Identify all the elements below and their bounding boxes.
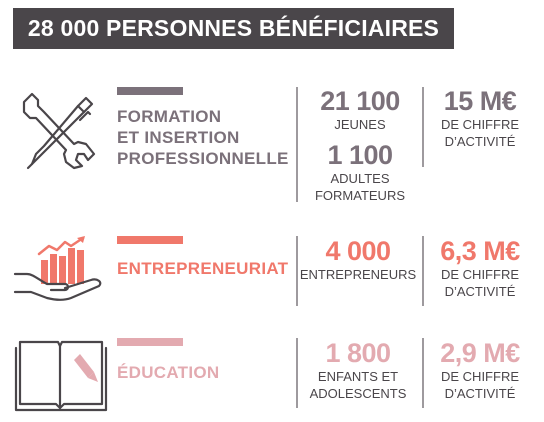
stat-revenue: 15 M€ DE CHIFFRE D’ACTIVITÉ (441, 86, 519, 149)
page-title: 28 000 PERSONNES BÉNÉFICIAIRES (13, 8, 454, 49)
section-bar (117, 338, 183, 346)
stat-entrepreneurs: 4 000 ENTREPRENEURS (299, 236, 417, 282)
stat-adultes: 1 100 ADULTES FORMATEURS (314, 140, 406, 203)
stat-revenue: 6,3 M€ DE CHIFFRE D’ACTIVITÉ (440, 236, 520, 299)
section-title: ÉDUCATION (117, 363, 220, 382)
section-bar (117, 87, 183, 95)
divider (422, 338, 424, 408)
wrench-pen-icon (22, 92, 96, 170)
divider (296, 87, 298, 202)
divider (422, 87, 424, 167)
stat-enfants: 1 800 ENFANTS ET ADOLESCENTS (309, 338, 407, 401)
open-book-pencil-icon (14, 340, 108, 412)
divider (296, 338, 298, 408)
stat-revenue: 2,9 M€ DE CHIFFRE D’ACTIVITÉ (440, 338, 520, 401)
divider (296, 236, 298, 306)
divider (422, 236, 424, 306)
section-bar (117, 236, 183, 244)
stat-jeunes: 21 100 JEUNES (320, 86, 400, 132)
section-title: FORMATION ET INSERTION PROFESSIONNELLE (117, 107, 289, 168)
hand-growth-chart-icon (13, 236, 102, 301)
section-title: ENTREPRENEURIAT (117, 259, 289, 278)
